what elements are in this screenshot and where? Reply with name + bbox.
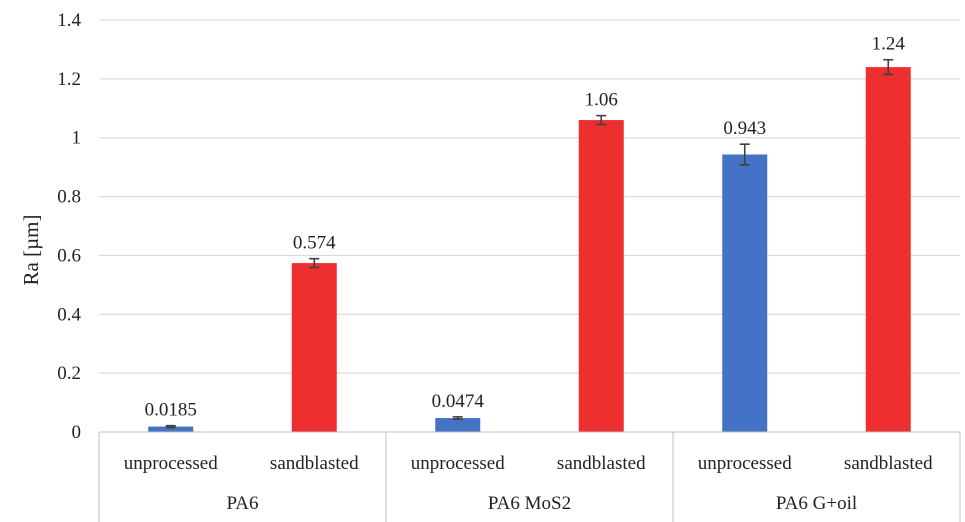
y-tick-label: 0.2	[57, 363, 81, 384]
category-label: sandblasted	[844, 453, 933, 474]
category-label: unprocessed	[698, 453, 792, 474]
bar-sandblasted	[291, 263, 337, 432]
error-bar	[739, 143, 750, 166]
data-label: 0.0474	[432, 391, 485, 412]
bar-sandblasted	[578, 120, 624, 433]
y-tick-label: 1.2	[57, 69, 81, 90]
category-label: sandblasted	[270, 453, 359, 474]
data-label: 0.0185	[145, 400, 197, 421]
y-tick-label: 1	[72, 128, 82, 149]
y-axis-title: Ra [µm]	[19, 215, 43, 286]
category-label: sandblasted	[557, 453, 646, 474]
gridlines	[99, 19, 960, 374]
bar-sandblasted	[865, 67, 911, 432]
group-label: PA6 MoS2	[488, 493, 571, 514]
group-label: PA6 G+oil	[776, 493, 857, 514]
y-tick-label: 0	[72, 422, 82, 443]
bar-unprocessed	[722, 154, 768, 432]
data-label: 1.06	[585, 90, 618, 111]
error-bar	[309, 257, 320, 269]
y-tick-label: 0.4	[57, 304, 81, 325]
error-bars	[165, 58, 894, 429]
data-label: 0.943	[723, 118, 766, 139]
group-label: PA6	[226, 493, 258, 514]
bar-unprocessed	[148, 426, 194, 432]
y-tick-label: 0.6	[57, 245, 81, 266]
error-bar	[883, 58, 894, 76]
data-labels: 0.0185 0.574 0.0474 1.06 0.943 1.24	[145, 34, 906, 421]
y-axis-ticks: 0 0.2 0.4 0.6 0.8 1 1.2 1.4	[57, 10, 81, 443]
data-label: 0.574	[293, 233, 336, 254]
bar-unprocessed	[435, 418, 481, 432]
x-axis: PA6 unprocessed sandblasted PA6 MoS2 unproce…	[98, 431, 961, 522]
error-bar	[452, 416, 463, 421]
error-bar	[165, 424, 176, 429]
category-label: unprocessed	[124, 453, 218, 474]
error-bar	[596, 114, 607, 126]
data-label: 1.24	[872, 34, 906, 55]
y-tick-label: 0.8	[57, 187, 81, 208]
category-label: unprocessed	[411, 453, 505, 474]
bars	[148, 67, 911, 433]
y-tick-label: 1.4	[57, 10, 81, 31]
